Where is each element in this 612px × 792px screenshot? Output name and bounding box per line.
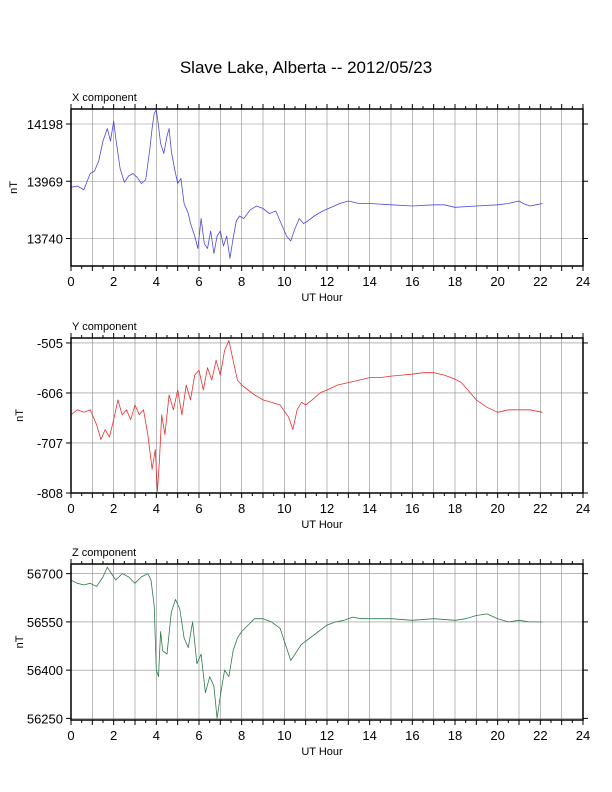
series-line bbox=[70, 340, 543, 492]
y-tick-label: 13969 bbox=[27, 174, 63, 189]
x-tick-label: 6 bbox=[195, 728, 202, 743]
y-tick-label: 13740 bbox=[27, 232, 63, 247]
x-tick-label: 12 bbox=[320, 728, 334, 743]
x-tick-label: 18 bbox=[448, 274, 462, 289]
x-tick-label: 0 bbox=[67, 274, 74, 289]
y-tick-label: 56700 bbox=[27, 567, 63, 582]
x-tick-label: 8 bbox=[238, 501, 245, 516]
x-tick-label: 16 bbox=[405, 274, 419, 289]
x-tick-label: 20 bbox=[490, 728, 504, 743]
x-tick-label: 4 bbox=[153, 501, 160, 516]
x-tick-label: 10 bbox=[277, 728, 291, 743]
x-axis-label: UT Hour bbox=[301, 746, 343, 758]
y-axis-label: nT bbox=[14, 409, 26, 422]
x-tick-label: 24 bbox=[576, 728, 590, 743]
panel-title: X component bbox=[72, 92, 137, 104]
x-tick-label: 22 bbox=[533, 501, 547, 516]
x-tick-label: 0 bbox=[67, 728, 74, 743]
x-tick-label: 4 bbox=[153, 728, 160, 743]
y-axis-label: nT bbox=[14, 635, 26, 648]
panel-title: Y component bbox=[72, 321, 137, 333]
x-tick-label: 6 bbox=[195, 274, 202, 289]
x-tick-label: 10 bbox=[277, 274, 291, 289]
x-tick-label: 4 bbox=[153, 274, 160, 289]
x-tick-label: 20 bbox=[490, 274, 504, 289]
y-tick-label: -505 bbox=[37, 336, 63, 351]
x-tick-label: 8 bbox=[238, 728, 245, 743]
x-tick-label: 14 bbox=[362, 728, 376, 743]
y-tick-label: -808 bbox=[37, 486, 63, 501]
page-title: Slave Lake, Alberta -- 2012/05/23 bbox=[179, 58, 433, 77]
series-line bbox=[70, 566, 543, 719]
x-tick-label: 18 bbox=[448, 728, 462, 743]
x-tick-label: 2 bbox=[110, 274, 117, 289]
x-tick-label: 16 bbox=[405, 501, 419, 516]
x-tick-label: 2 bbox=[110, 501, 117, 516]
x-tick-label: 12 bbox=[320, 501, 334, 516]
x-tick-label: 12 bbox=[320, 274, 334, 289]
y-tick-label: -606 bbox=[37, 386, 63, 401]
x-tick-label: 22 bbox=[533, 728, 547, 743]
x-tick-label: 24 bbox=[576, 274, 590, 289]
y-tick-label: 56400 bbox=[27, 663, 63, 678]
x-tick-label: 0 bbox=[67, 501, 74, 516]
x-tick-label: 22 bbox=[533, 274, 547, 289]
y-axis-label: nT bbox=[8, 181, 20, 194]
y-tick-label: -707 bbox=[37, 436, 63, 451]
y-tick-label: 56250 bbox=[27, 711, 63, 726]
chart-panel-3: 0 2 4 6 8 10 12 14 16 18 20 22 245625056400565505670… bbox=[14, 547, 590, 758]
x-tick-label: 14 bbox=[362, 501, 376, 516]
x-tick-label: 24 bbox=[576, 501, 590, 516]
x-tick-label: 6 bbox=[195, 501, 202, 516]
y-tick-label: 14198 bbox=[27, 117, 63, 132]
x-tick-label: 20 bbox=[490, 501, 504, 516]
x-axis-label: UT Hour bbox=[301, 519, 343, 531]
x-axis-label: UT Hour bbox=[301, 292, 343, 304]
x-tick-label: 2 bbox=[110, 728, 117, 743]
x-tick-label: 18 bbox=[448, 501, 462, 516]
y-tick-label: 56550 bbox=[27, 615, 63, 630]
series-line bbox=[70, 109, 543, 259]
panel-title: Z component bbox=[72, 547, 136, 559]
x-tick-label: 10 bbox=[277, 501, 291, 516]
x-tick-label: 14 bbox=[362, 274, 376, 289]
x-tick-label: 16 bbox=[405, 728, 419, 743]
x-tick-label: 8 bbox=[238, 274, 245, 289]
